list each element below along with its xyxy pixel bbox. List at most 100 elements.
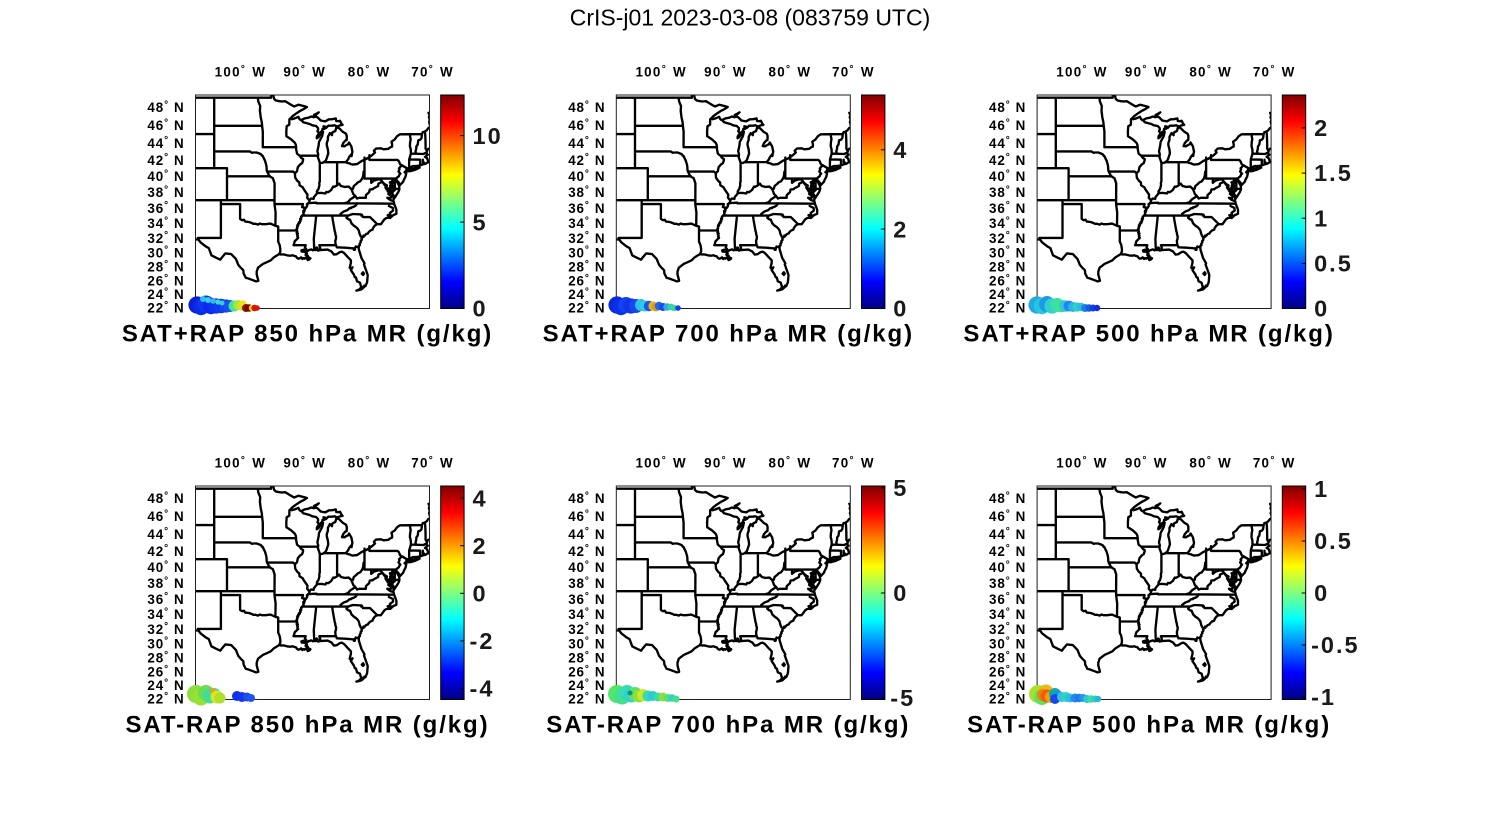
svg-text:34°N: 34° N [147,606,184,622]
svg-text:44°N: 44° N [989,135,1026,151]
svg-text:SAT+RAP 500 hPa MR (g/kg): SAT+RAP 500 hPa MR (g/kg) [963,321,1334,348]
svg-text:26°N: 26° N [989,664,1026,680]
svg-text:70°W: 70° W [411,455,454,471]
svg-text:CrIS-j01 2023-03-08 (083759 UT: CrIS-j01 2023-03-08 (083759 UTC) [570,5,931,31]
svg-text:44°N: 44° N [568,526,605,542]
svg-text:30°N: 30° N [147,245,184,261]
svg-text:30°N: 30° N [147,636,184,652]
svg-text:90°W: 90° W [1125,455,1168,471]
svg-text:22°N: 22° N [147,300,184,316]
svg-text:0.5: 0.5 [1314,251,1353,277]
svg-text:SAT-RAP 700 hPa MR (g/kg): SAT-RAP 700 hPa MR (g/kg) [546,712,910,739]
svg-text:0: 0 [1314,580,1329,606]
svg-text:46°N: 46° N [989,118,1026,134]
svg-text:46°N: 46° N [147,118,184,134]
svg-text:90°W: 90° W [283,64,326,80]
svg-text:24°N: 24° N [989,678,1026,694]
svg-text:SAT-RAP 500 hPa MR (g/kg): SAT-RAP 500 hPa MR (g/kg) [967,712,1331,739]
svg-text:40°N: 40° N [147,560,184,576]
svg-text:40°N: 40° N [989,560,1026,576]
svg-text:38°N: 38° N [568,576,605,592]
svg-text:26°N: 26° N [147,664,184,680]
svg-text:34°N: 34° N [147,215,184,231]
svg-text:42°N: 42° N [989,152,1026,168]
svg-text:24°N: 24° N [147,678,184,694]
svg-text:5: 5 [893,475,908,501]
svg-text:10: 10 [473,123,503,149]
svg-text:44°N: 44° N [568,135,605,151]
svg-text:36°N: 36° N [989,200,1026,216]
svg-text:24°N: 24° N [989,287,1026,303]
svg-text:48°N: 48° N [568,490,605,506]
svg-text:0: 0 [893,296,908,322]
svg-text:26°N: 26° N [568,664,605,680]
svg-text:SAT-RAP 850 hPa MR (g/kg): SAT-RAP 850 hPa MR (g/kg) [126,712,490,739]
svg-text:70°W: 70° W [411,64,454,80]
svg-text:80°W: 80° W [1189,64,1232,80]
svg-text:32°N: 32° N [989,621,1026,637]
svg-text:22°N: 22° N [568,300,605,316]
svg-text:30°N: 30° N [568,245,605,261]
svg-text:42°N: 42° N [147,152,184,168]
svg-text:-2: -2 [470,628,495,654]
svg-text:22°N: 22° N [568,691,605,707]
svg-text:40°N: 40° N [568,560,605,576]
svg-text:44°N: 44° N [147,135,184,151]
svg-text:34°N: 34° N [568,215,605,231]
svg-text:38°N: 38° N [147,185,184,201]
svg-text:48°N: 48° N [989,490,1026,506]
svg-text:2: 2 [473,533,488,559]
svg-text:46°N: 46° N [568,509,605,525]
svg-text:0.5: 0.5 [1314,528,1353,554]
svg-text:SAT+RAP 850 hPa MR (g/kg): SAT+RAP 850 hPa MR (g/kg) [122,321,493,348]
svg-text:38°N: 38° N [147,576,184,592]
svg-text:38°N: 38° N [989,576,1026,592]
svg-text:44°N: 44° N [147,526,184,542]
svg-text:24°N: 24° N [568,287,605,303]
svg-text:1.5: 1.5 [1314,160,1353,186]
svg-text:24°N: 24° N [568,678,605,694]
svg-text:34°N: 34° N [989,606,1026,622]
svg-text:22°N: 22° N [147,691,184,707]
svg-text:32°N: 32° N [147,230,184,246]
svg-text:32°N: 32° N [568,230,605,246]
svg-text:24°N: 24° N [147,287,184,303]
svg-text:1: 1 [1314,476,1329,502]
svg-text:42°N: 42° N [568,152,605,168]
svg-text:48°N: 48° N [989,99,1026,115]
svg-text:0: 0 [473,296,488,322]
svg-text:90°W: 90° W [704,455,747,471]
svg-text:34°N: 34° N [568,606,605,622]
svg-text:4: 4 [473,485,488,511]
svg-text:90°W: 90° W [1125,64,1168,80]
svg-text:70°W: 70° W [832,64,875,80]
svg-text:40°N: 40° N [989,169,1026,185]
svg-text:0: 0 [473,581,488,607]
svg-text:26°N: 26° N [147,273,184,289]
svg-text:100°W: 100° W [1056,64,1108,80]
svg-text:80°W: 80° W [1189,455,1232,471]
svg-text:1: 1 [1314,205,1329,231]
svg-text:80°W: 80° W [348,64,391,80]
svg-text:42°N: 42° N [989,543,1026,559]
svg-text:70°W: 70° W [832,455,875,471]
svg-text:-4: -4 [470,676,495,702]
svg-text:80°W: 80° W [769,455,812,471]
svg-text:-5: -5 [890,685,915,711]
svg-text:5: 5 [473,209,488,235]
svg-text:-0.5: -0.5 [1311,632,1360,658]
svg-text:30°N: 30° N [989,636,1026,652]
svg-text:46°N: 46° N [568,118,605,134]
svg-text:80°W: 80° W [348,455,391,471]
svg-text:48°N: 48° N [568,99,605,115]
svg-text:36°N: 36° N [989,591,1026,607]
svg-text:0: 0 [893,580,908,606]
svg-text:28°N: 28° N [147,259,184,275]
svg-text:80°W: 80° W [769,64,812,80]
svg-text:36°N: 36° N [568,591,605,607]
svg-text:36°N: 36° N [568,200,605,216]
svg-text:22°N: 22° N [989,300,1026,316]
svg-text:2: 2 [893,216,908,242]
svg-text:30°N: 30° N [568,636,605,652]
svg-text:90°W: 90° W [283,455,326,471]
